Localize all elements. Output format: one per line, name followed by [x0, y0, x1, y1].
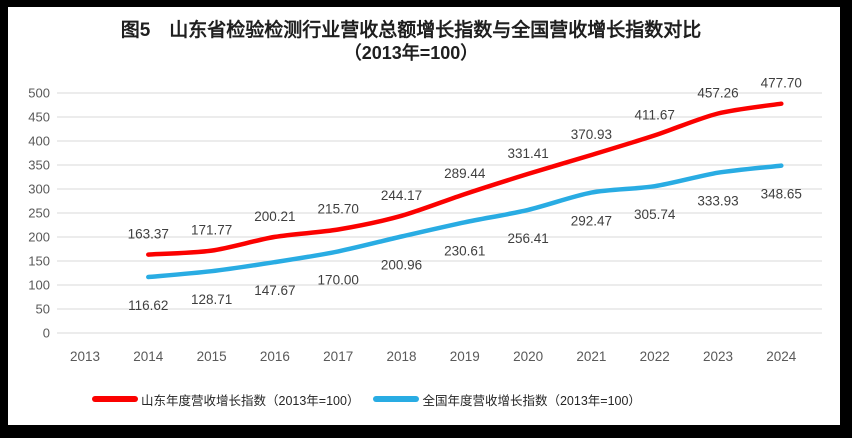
legend-label-shandong: 山东年度营收增长指数（2013年=100）	[141, 393, 360, 408]
legend-item-national: 全国年度营收增长指数（2013年=100）	[373, 390, 641, 409]
chart-subtitle: （2013年=100）	[343, 43, 479, 63]
chart-title-block: 图5 山东省检验检测行业营收总额增长指数与全国营收增长指数对比 （2013年=1…	[8, 20, 814, 64]
national-line-swatch	[373, 396, 420, 402]
chart-legend: 山东年度营收增长指数（2013年=100） 全国年度营收增长指数（2013年=1…	[92, 390, 653, 408]
chart-canvas: 图5 山东省检验检测行业营收总额增长指数与全国营收增长指数对比 （2013年=1…	[8, 7, 840, 425]
legend-item-shandong: 山东年度营收增长指数（2013年=100）	[92, 390, 359, 409]
chart-title: 图5 山东省检验检测行业营收总额增长指数与全国营收增长指数对比	[120, 20, 702, 41]
shandong-line-swatch	[92, 396, 138, 402]
legend-label-national: 全国年度营收增长指数（2013年=100）	[422, 393, 641, 408]
